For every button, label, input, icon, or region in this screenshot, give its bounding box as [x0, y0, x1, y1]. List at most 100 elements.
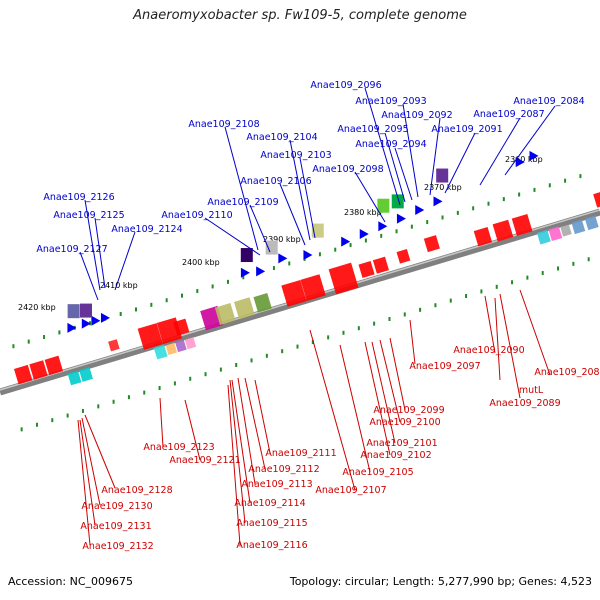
- gene-block: [593, 190, 600, 208]
- forward-arrow: [278, 253, 288, 264]
- feature-box: [79, 303, 92, 318]
- forward-gene-leader: [479, 117, 521, 186]
- reverse-gene-label: Anae109_2105: [342, 467, 413, 478]
- kbp-label: 2420 kbp: [18, 303, 56, 312]
- kbp-label: 2360 kbp: [505, 155, 543, 164]
- feature-box: [436, 168, 449, 183]
- reverse-gene-leader: [184, 399, 201, 461]
- forward-gene-leader: [364, 87, 401, 206]
- forward-gene-leader: [504, 105, 556, 176]
- gene-block: [423, 235, 440, 253]
- topology-text: Topology: circular; Length: 5,277,990 bp…: [289, 575, 592, 588]
- reverse-gene-leader: [389, 337, 406, 411]
- reverse-gene-label: Anae109_2100: [369, 417, 440, 428]
- reverse-gene-leader: [159, 397, 164, 448]
- forward-arrow: [396, 213, 406, 224]
- reverse-gene-leader: [81, 417, 101, 506]
- kbp-label: 2410 kbp: [100, 281, 138, 290]
- forward-gene-leader: [279, 183, 306, 246]
- reverse-gene-leader: [499, 293, 521, 399]
- reverse-gene-leader: [379, 339, 401, 423]
- forward-gene-label: Anae109_2087: [473, 109, 544, 120]
- gene-block: [67, 370, 82, 386]
- reverse-gene-leader: [494, 297, 501, 381]
- gene-block: [137, 323, 163, 350]
- gene-block: [13, 364, 33, 385]
- forward-gene-label: Anae109_2108: [188, 119, 259, 130]
- reverse-gene-label: Anae109_2111: [265, 448, 336, 459]
- kbp-label: 2380 kbp: [344, 208, 382, 217]
- reverse-gene-label: Anae109_2132: [82, 541, 153, 552]
- forward-arrow: [378, 221, 388, 232]
- forward-gene-label: Anae109_2096: [310, 80, 381, 91]
- forward-gene-label: Anae109_2125: [53, 210, 124, 221]
- gene-block: [253, 293, 272, 313]
- gene-block: [214, 303, 236, 325]
- forward-gene-label: Anae109_2098: [312, 164, 383, 175]
- forward-gene-leader: [204, 217, 261, 256]
- feature-box: [265, 240, 278, 255]
- forward-gene-leader: [299, 157, 316, 239]
- forward-arrow: [529, 150, 539, 161]
- forward-arrow: [359, 228, 369, 239]
- gene-block: [536, 229, 551, 245]
- gene-block: [571, 219, 586, 235]
- forward-gene-label: Anae109_2109: [207, 197, 278, 208]
- reverse-gene-leader: [77, 419, 91, 546]
- reverse-gene-label: Anae109_2086: [534, 367, 600, 378]
- kbp-label: 2400 kbp: [182, 258, 220, 267]
- gene-block: [281, 279, 307, 307]
- forward-gene-label: Anae109_2104: [246, 132, 317, 143]
- gene-block: [300, 274, 326, 302]
- gene-block: [233, 297, 255, 320]
- forward-gene-leader: [94, 217, 106, 289]
- reverse-gene-label: Anae109_2099: [373, 405, 444, 416]
- forward-arrow: [341, 236, 351, 247]
- reverse-gene-leader: [84, 414, 116, 489]
- gene-block: [358, 260, 375, 279]
- reverse-gene-leader: [309, 329, 356, 491]
- forward-gene-label: Anae109_2110: [161, 210, 232, 221]
- forward-arrow: [100, 312, 110, 323]
- gene-block: [492, 219, 514, 242]
- forward-gene-label: Anae109_2127: [36, 244, 107, 255]
- forward-gene-leader: [79, 251, 99, 301]
- forward-arrow: [303, 250, 313, 261]
- forward-gene-leader: [84, 199, 101, 291]
- gene-block: [548, 226, 563, 242]
- forward-arrow: [433, 196, 443, 207]
- forward-arrow: [91, 315, 101, 326]
- reverse-gene-leader: [254, 379, 271, 454]
- reverse-gene-leader: [409, 319, 416, 365]
- gene-block: [79, 367, 93, 382]
- forward-gene-leader: [224, 126, 259, 251]
- forward-arrow: [240, 267, 250, 278]
- reverse-gene-label: Anae109_2097: [409, 361, 480, 372]
- forward-gene-leader: [249, 204, 271, 253]
- reverse-gene-label: Anae109_2123: [143, 442, 214, 453]
- forward-gene-label: Anae109_2095: [337, 124, 408, 135]
- forward-gene-leader: [289, 139, 311, 241]
- gene-block: [584, 215, 599, 231]
- reverse-gene-leader: [227, 384, 241, 546]
- forward-arrow: [67, 322, 77, 333]
- reverse-gene-leader: [237, 377, 256, 485]
- reverse-gene-label: Anae109_2114: [234, 498, 305, 509]
- forward-arrow: [415, 205, 425, 216]
- reverse-gene-label: Anae109_2107: [315, 485, 386, 496]
- kbp-label: 2390 kbp: [263, 235, 301, 244]
- gene-block: [328, 262, 359, 295]
- gene-block: [29, 360, 48, 380]
- reverse-gene-leader: [519, 289, 551, 376]
- forward-gene-label: Anae109_2124: [111, 224, 182, 235]
- gene-block: [511, 213, 533, 236]
- reverse-gene-label: Anae109_2101: [366, 438, 437, 449]
- reverse-gene-leader: [484, 295, 496, 354]
- feature-box: [240, 248, 253, 263]
- feature-box: [67, 304, 80, 319]
- reverse-gene-leader: [231, 379, 251, 504]
- gene-block: [560, 224, 572, 237]
- gene-block: [153, 344, 168, 360]
